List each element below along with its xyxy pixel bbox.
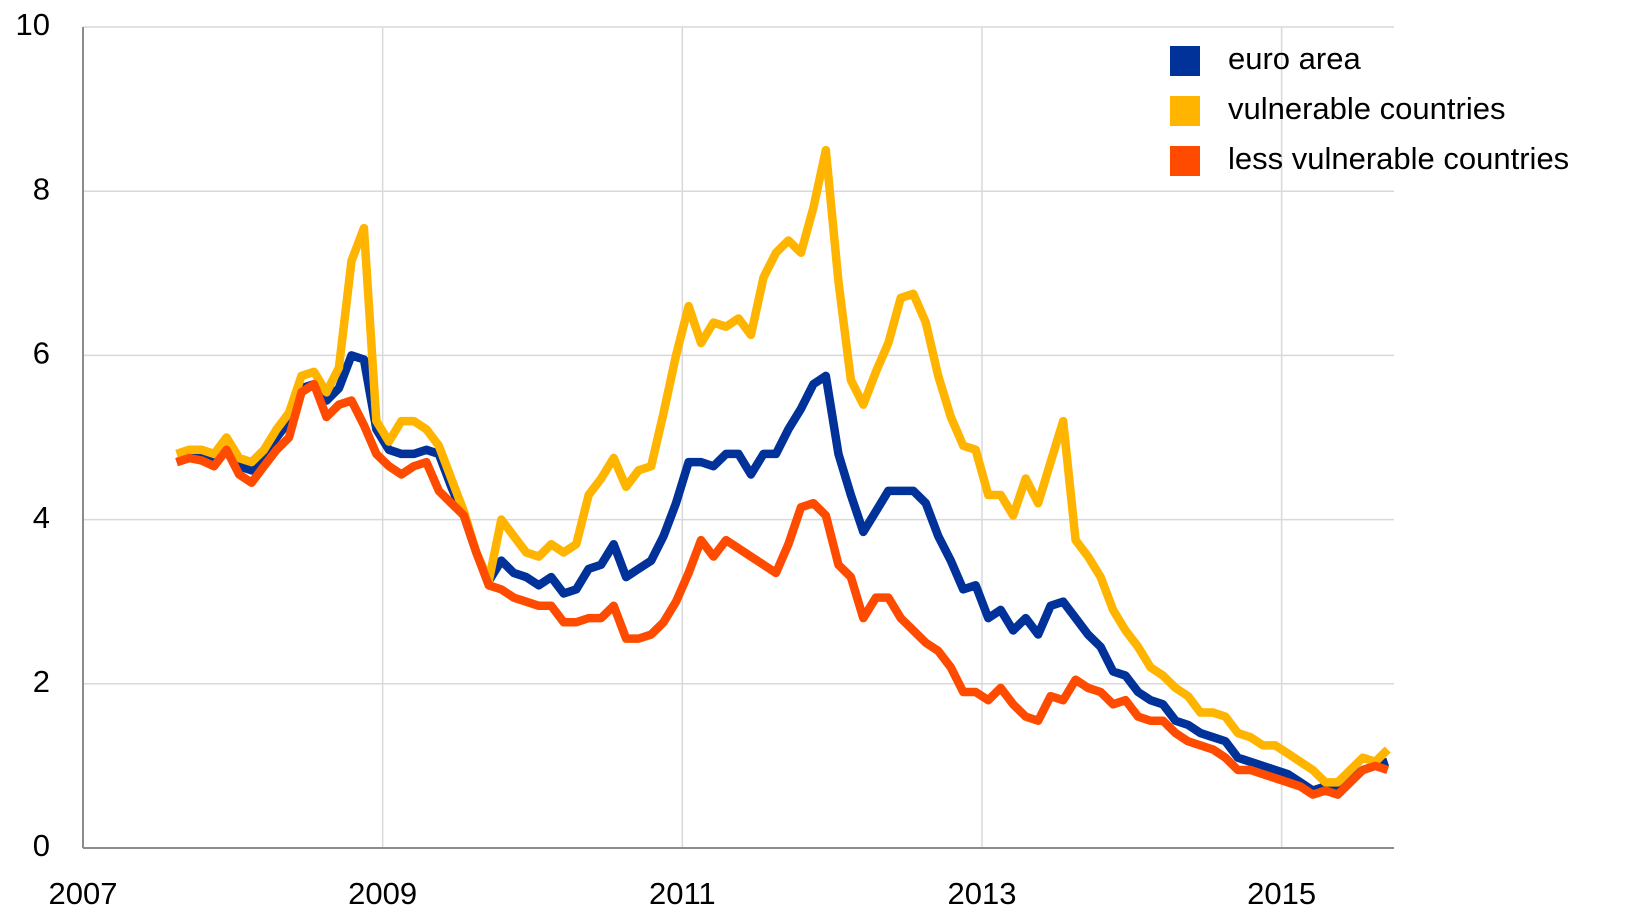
line-series [175, 351, 1390, 795]
x-tick-label: 2011 [649, 876, 716, 911]
y-tick-label: 2 [33, 664, 50, 699]
legend-label: less vulnerable countries [1228, 141, 1569, 176]
y-tick-label: 8 [33, 171, 50, 206]
x-tick-label: 2009 [348, 876, 417, 911]
y-tick-label: 0 [33, 828, 50, 863]
line-series [175, 145, 1391, 787]
legend-label: vulnerable countries [1228, 91, 1505, 126]
x-tick-label: 2015 [1247, 876, 1316, 911]
y-tick-label: 6 [33, 336, 50, 371]
y-tick-label: 10 [16, 7, 50, 42]
legend-label: euro area [1228, 41, 1361, 76]
legend-swatch [1170, 46, 1200, 76]
line-series [175, 379, 1390, 799]
x-tick-label: 2007 [49, 876, 118, 911]
x-tick-label: 2013 [947, 876, 1016, 911]
legend-swatch [1170, 146, 1200, 176]
legend-swatch [1170, 96, 1200, 126]
y-tick-label: 4 [33, 500, 50, 535]
